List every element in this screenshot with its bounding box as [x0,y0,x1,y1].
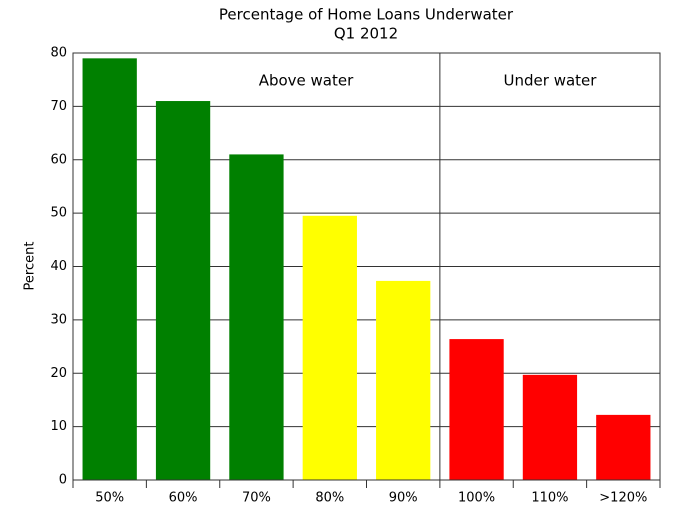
bar [155,101,211,480]
bar [302,215,357,480]
y-axis-label: Percent [23,242,38,291]
y-tick-label: 70 [50,99,67,114]
chart-subtitle: Q1 2012 [334,25,398,43]
y-tick-label: 40 [50,259,67,274]
annotation: Above water [259,72,354,90]
chart-title: Percentage of Home Loans Underwater [219,6,514,24]
bar [229,154,284,480]
x-tick-label: 100% [458,491,495,506]
annotation: Under water [504,72,598,90]
bar [376,280,431,480]
bar [522,374,578,480]
bar [449,339,504,480]
x-tick-label: 80% [315,491,344,506]
x-tick-label: 50% [95,491,124,506]
bar [82,58,137,481]
x-tick-label: 90% [389,491,418,506]
x-tick-label: 70% [242,491,271,506]
x-tick-label: >120% [599,491,647,506]
y-tick-label: 60 [50,152,67,167]
x-tick-label: 60% [169,491,198,506]
y-tick-label: 10 [50,419,67,434]
y-tick-label: 50 [50,206,67,221]
bar [596,414,651,480]
x-tick-label: 110% [531,491,568,506]
y-tick-label: 0 [59,473,67,488]
y-tick-label: 30 [50,312,67,327]
y-tick-label: 20 [50,366,67,381]
y-tick-label: 80 [50,46,67,61]
